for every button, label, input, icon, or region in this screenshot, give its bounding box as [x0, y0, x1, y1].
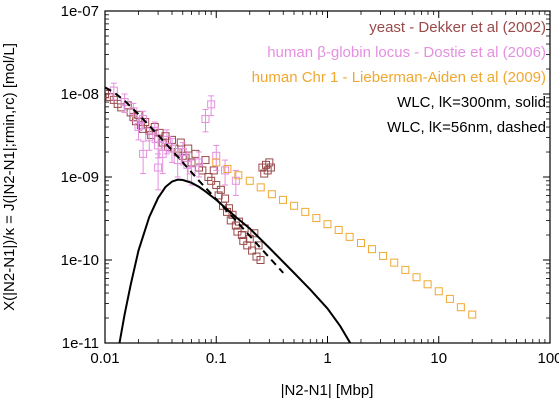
data-point: [212, 158, 221, 167]
data-point: [445, 294, 454, 303]
data-point: [278, 195, 287, 204]
data-point: [223, 164, 232, 173]
data-point: [195, 158, 204, 167]
legend-entry-yeast: yeast - Dekker et al (2002): [369, 19, 546, 36]
data-point: [216, 185, 225, 194]
data-point: [221, 194, 230, 203]
data-point: [265, 158, 274, 167]
y-axis-ticks: 1e-11 1e-10 1e-09 1e-08 1e-07: [61, 3, 550, 352]
wlc-dashed-line: [105, 86, 284, 274]
data-point: [367, 245, 376, 254]
data-point: [345, 232, 354, 241]
x-tick-label: 1: [323, 350, 331, 367]
data-point: [212, 181, 221, 190]
data-point: [312, 214, 321, 223]
data-point: [150, 126, 159, 135]
series-2: [212, 158, 477, 319]
data-point: [423, 280, 432, 289]
data-point: [139, 149, 148, 158]
x-axis-ticks: 0.01 0.1 1 10 100: [90, 11, 559, 367]
data-point: [301, 207, 310, 216]
data-point: [105, 93, 114, 102]
data-point: [201, 114, 210, 123]
data-point: [250, 229, 259, 238]
data-point: [129, 107, 138, 116]
x-tick-label: 0.1: [206, 350, 227, 367]
plot-area: [105, 82, 477, 343]
data-point: [187, 166, 196, 175]
data-point: [456, 303, 465, 312]
y-tick-label: 1e-09: [61, 169, 99, 186]
y-tick-label: 1e-08: [61, 86, 99, 103]
legend-entry-chr1: human Chr 1 - Lieberman-Aiden et al (200…: [252, 69, 546, 86]
y-axis-label: X(|N2-N1|)/κ = J(|N2-N1|;rmin,rc) [mol/L…: [1, 43, 18, 311]
data-point: [201, 156, 210, 165]
x-axis-label: |N2-N1| [Mbp]: [281, 382, 374, 399]
data-point: [254, 241, 263, 250]
y-tick-label: 1e-10: [61, 252, 99, 269]
legend: yeast - Dekker et al (2002) human β-glob…: [252, 19, 546, 136]
data-point: [390, 258, 399, 267]
data-point: [323, 220, 332, 229]
data-point: [434, 287, 443, 296]
legend-entry-wlc-dashed: WLC, lK=56nm, dashed: [387, 119, 546, 136]
data-point: [266, 163, 275, 172]
series-4: [105, 86, 284, 274]
data-point: [234, 171, 243, 180]
data-point: [178, 148, 187, 157]
data-point: [207, 100, 216, 109]
data-point: [228, 210, 237, 219]
data-point: [139, 114, 148, 123]
series-3: [118, 178, 352, 343]
series-layer: [105, 82, 477, 343]
data-point: [468, 310, 477, 319]
data-point: [120, 98, 129, 107]
data-point: [245, 176, 254, 185]
data-point: [226, 216, 235, 225]
data-point: [379, 251, 388, 260]
series-1: [109, 82, 240, 196]
data-point: [401, 265, 410, 274]
data-point: [412, 273, 421, 282]
y-tick-label: 1e-11: [62, 335, 99, 352]
y-tick-label: 1e-07: [61, 3, 99, 20]
data-point: [356, 239, 365, 248]
data-point: [145, 133, 154, 142]
x-tick-label: 0.01: [90, 350, 119, 367]
data-point: [248, 246, 257, 255]
data-point: [231, 176, 240, 185]
data-point: [191, 149, 200, 158]
data-point: [134, 123, 143, 132]
legend-entry-beta-globin: human β-globin locus - Dostie et al (200…: [267, 44, 546, 61]
data-point: [256, 256, 265, 264]
wlc-solid-line: [118, 178, 352, 343]
data-point: [154, 163, 163, 172]
data-point: [221, 166, 230, 175]
data-point: [256, 183, 265, 192]
data-point: [267, 190, 276, 199]
data-point: [154, 141, 163, 150]
x-tick-label: 100: [537, 350, 559, 367]
legend-entry-wlc-solid: WLC, lK=300nm, solid: [397, 94, 546, 111]
data-point: [334, 225, 343, 234]
x-tick-label: 10: [430, 350, 447, 367]
data-point: [207, 176, 216, 185]
data-point: [290, 201, 299, 210]
